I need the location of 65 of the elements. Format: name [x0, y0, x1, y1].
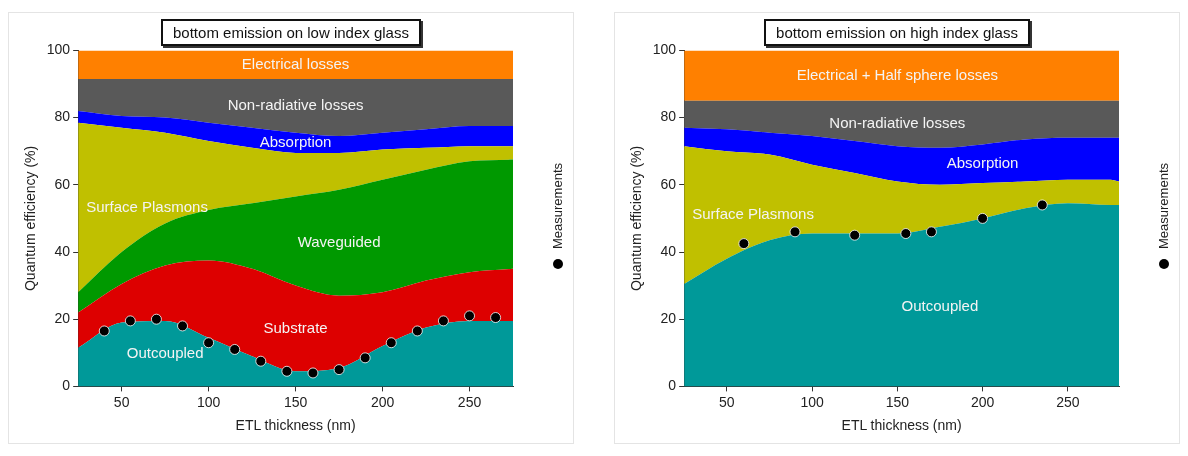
- y-tick-label: 60: [54, 175, 71, 192]
- point: [151, 313, 162, 325]
- series-label: Substrate: [263, 318, 328, 336]
- x-tick-label: 150: [283, 393, 308, 410]
- series-label: Surface Plasmons: [692, 205, 814, 223]
- series-label: Electrical + Half sphere losses: [796, 65, 998, 83]
- y-tick-label: 20: [54, 310, 71, 327]
- series-label: Non-radiative losses: [227, 95, 364, 113]
- y-tick-label: 0: [668, 377, 677, 394]
- y-tick-label: 20: [660, 310, 677, 327]
- x-tick-label: 50: [719, 393, 735, 410]
- point: [490, 312, 502, 323]
- point: [849, 229, 861, 241]
- point: [98, 325, 110, 337]
- series-label: Non-radiative losses: [829, 113, 966, 131]
- point: [738, 238, 750, 249]
- point: [255, 355, 267, 367]
- y-tick-label: 100: [46, 41, 71, 58]
- series-label: Waveguided: [297, 232, 381, 250]
- series-label: Absorption: [259, 132, 332, 150]
- x-axis-title: ETL thickness (nm): [841, 417, 962, 434]
- chart-title: bottom emission on low index glass: [161, 19, 421, 46]
- y-tick-label: 40: [54, 242, 71, 259]
- y-tick-label: 80: [54, 108, 71, 125]
- point: [926, 226, 937, 238]
- text: Measurements: [550, 163, 565, 249]
- y-tick-label: 100: [652, 41, 677, 58]
- point: [411, 325, 423, 337]
- point: [789, 226, 801, 238]
- y-axis-title: Quantum efficiency (%): [22, 145, 39, 292]
- x-tick-label: 250: [457, 393, 482, 410]
- series-label: Surface Plasmons: [86, 197, 208, 215]
- y-tick-label: 60: [660, 175, 677, 192]
- point: [900, 228, 912, 239]
- text: Measurements: [1156, 163, 1171, 249]
- x-tick-label: 50: [113, 393, 130, 410]
- point: [307, 367, 319, 379]
- point: [359, 352, 371, 364]
- series-label: Absorption: [946, 153, 1019, 171]
- x-tick-label: 250: [1056, 393, 1080, 410]
- y-tick-label: 80: [660, 108, 677, 125]
- point: [438, 315, 449, 327]
- point: [464, 310, 475, 322]
- point: [177, 320, 188, 332]
- point: [203, 337, 215, 349]
- x-tick-label: 200: [370, 393, 395, 410]
- chart-title: bottom emission on high index glass: [764, 19, 1030, 46]
- x-tick-label: 150: [885, 393, 910, 410]
- point: [1036, 199, 1048, 211]
- series-label: Outcoupled: [126, 343, 204, 361]
- x-tick-label: 100: [196, 393, 221, 410]
- point: [281, 365, 293, 377]
- point: [124, 315, 136, 327]
- point: [229, 344, 241, 355]
- series-label: Electrical losses: [241, 54, 350, 72]
- point: [977, 213, 988, 224]
- series-label: Outcoupled: [901, 296, 979, 314]
- y-tick-label: 40: [660, 242, 677, 259]
- x-tick-label: 200: [970, 393, 995, 410]
- y-axis-title: Quantum efficiency (%): [628, 145, 645, 292]
- point: [333, 364, 345, 375]
- x-tick-label: 100: [800, 393, 824, 410]
- x-axis-title: ETL thickness (nm): [235, 417, 356, 434]
- y-tick-label: 0: [62, 377, 71, 394]
- point: [385, 337, 397, 349]
